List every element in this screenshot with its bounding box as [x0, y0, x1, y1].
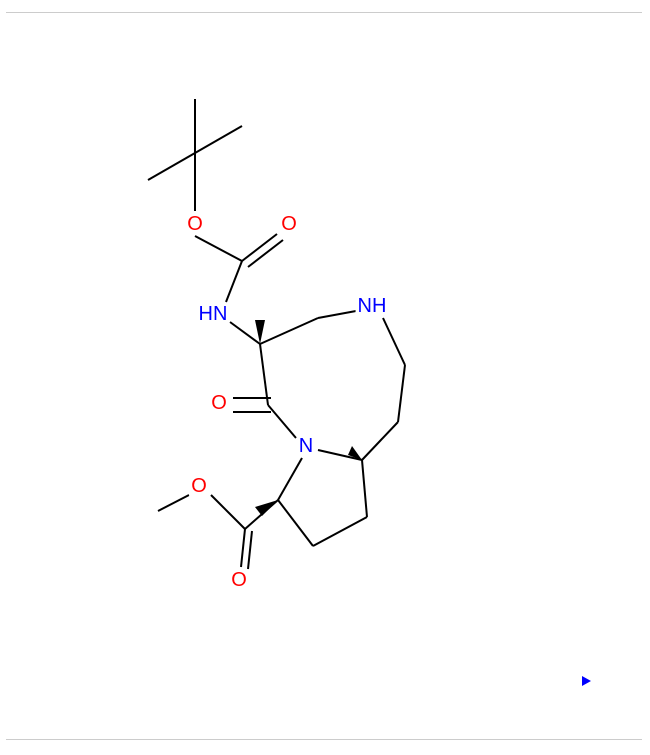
bond — [195, 236, 242, 261]
atom-label-O3: O — [209, 393, 229, 413]
bond — [241, 529, 245, 567]
bond — [383, 318, 405, 365]
bond — [211, 495, 245, 529]
bond — [195, 126, 242, 153]
bond — [226, 261, 242, 302]
wedge-bond — [255, 500, 278, 516]
bond — [230, 322, 260, 344]
atom-label-NH2: NH — [356, 296, 389, 316]
bond — [268, 405, 296, 438]
bond — [318, 311, 356, 318]
wedges-group — [255, 320, 362, 516]
bond — [278, 500, 313, 546]
atom-label-N1: N — [297, 436, 315, 456]
bond — [362, 460, 367, 517]
bond — [148, 153, 195, 180]
atom-label-HN1: HN — [197, 304, 230, 324]
bonds-group — [148, 99, 405, 569]
atom-label-O5: O — [229, 570, 249, 590]
bond — [362, 422, 398, 460]
bond — [260, 344, 268, 405]
atom-label-O4: O — [189, 476, 209, 496]
atom-label-O1: O — [185, 214, 205, 234]
bond — [398, 365, 405, 422]
bond — [278, 458, 302, 500]
atom-label-O2: O — [279, 214, 299, 234]
bond — [248, 531, 252, 569]
bond — [158, 495, 189, 511]
bond — [260, 318, 318, 344]
play-icon[interactable] — [582, 676, 591, 686]
molecule-canvas — [0, 0, 650, 755]
bond — [313, 517, 367, 546]
